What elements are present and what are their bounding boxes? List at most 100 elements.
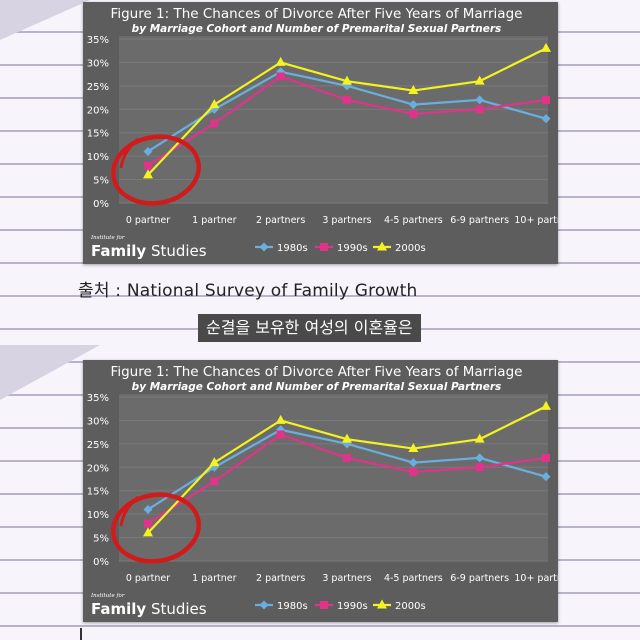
legend-entry-2000s: 2000s	[373, 599, 426, 612]
chart-title: Figure 1: The Chances of Divorce After F…	[111, 364, 523, 380]
x-tick-label: 3 partners	[322, 573, 371, 584]
data-point-1980s	[143, 504, 153, 514]
y-tick-label: 10%	[87, 152, 109, 163]
data-point-2000s	[541, 400, 551, 410]
series-1990s	[144, 72, 550, 170]
legend-label: 2000s	[395, 601, 426, 612]
chart-title: Figure 1: The Chances of Divorce After F…	[111, 6, 523, 22]
data-point-2000s	[408, 85, 419, 95]
brand-logo: Family Studies	[91, 242, 207, 260]
data-point-2000s	[541, 42, 551, 52]
plot-area	[119, 36, 548, 203]
data-point-1980s	[475, 95, 485, 105]
data-point-1990s	[276, 72, 285, 81]
legend-label: 2000s	[395, 243, 426, 254]
x-tick-label: 2 partners	[256, 215, 305, 226]
chart-card-bottom: Figure 1: The Chances of Divorce After F…	[83, 360, 558, 622]
legend-label: 1980s	[277, 601, 308, 612]
legend-entry-1980s: 1980s	[255, 242, 308, 254]
legend-swatch-marker	[377, 599, 387, 609]
y-tick-label: 5%	[93, 176, 109, 187]
data-point-1990s	[475, 105, 484, 114]
legend-swatch-marker	[320, 243, 328, 251]
series-2000s	[143, 400, 551, 537]
data-point-1980s	[541, 114, 551, 124]
y-tick-label: 15%	[87, 487, 109, 498]
data-point-1990s	[542, 453, 550, 462]
data-point-2000s	[408, 443, 419, 453]
red-circle-annotation-stroke	[119, 137, 139, 169]
data-point-1990s	[542, 95, 550, 104]
series-2000s	[143, 42, 551, 179]
chart-card-top: Figure 1: The Chances of Divorce After F…	[83, 2, 558, 264]
divorce-line-chart-bottom: Figure 1: The Chances of Divorce After F…	[87, 364, 558, 618]
x-tick-label: 3 partners	[322, 215, 371, 226]
legend-swatch-marker	[259, 600, 269, 610]
y-tick-label: 20%	[87, 105, 109, 116]
data-point-1990s	[210, 119, 219, 128]
red-circle-annotation	[111, 134, 201, 206]
data-point-1990s	[276, 430, 285, 439]
x-tick-label: 4-5 partners	[384, 215, 443, 226]
x-tick-label: 6-9 partners	[450, 215, 509, 226]
data-point-2000s	[342, 75, 352, 85]
data-point-2000s	[209, 457, 220, 467]
y-tick-label: 25%	[87, 440, 109, 451]
y-tick-label: 30%	[87, 58, 109, 69]
data-point-1980s	[475, 453, 485, 463]
x-tick-label: 1 partner	[192, 215, 236, 226]
data-point-1990s	[409, 467, 418, 476]
data-point-2000s	[143, 527, 153, 537]
data-point-1990s	[210, 477, 219, 486]
y-tick-label: 0%	[93, 199, 109, 210]
legend-entry-1980s: 1980s	[255, 600, 308, 612]
source-caption: 출처 : National Survey of Family Growth	[78, 281, 418, 301]
y-tick-label: 25%	[87, 82, 109, 93]
red-circle-annotation-stroke	[119, 495, 139, 527]
data-point-1980s	[408, 100, 418, 110]
series-1990s	[144, 430, 550, 528]
chart-subtitle: by Marriage Cohort and Number of Premari…	[132, 381, 502, 393]
data-point-2000s	[342, 433, 352, 443]
legend-label: 1980s	[277, 243, 308, 254]
section-label: 순결을 보유한 여성의 이혼율은	[198, 314, 421, 342]
data-point-1980s	[143, 146, 153, 156]
legend-entry-1990s: 1990s	[315, 601, 368, 612]
bottom-text-fragment	[80, 628, 94, 640]
legend-swatch-marker	[320, 601, 328, 609]
data-point-1980s	[408, 458, 418, 468]
y-tick-label: 15%	[87, 129, 109, 140]
brand-logo: Family Studies	[91, 600, 207, 618]
data-point-2000s	[275, 56, 286, 66]
data-point-1990s	[343, 453, 351, 462]
data-point-2000s	[474, 75, 485, 85]
paper-corner-fold	[0, 0, 90, 40]
data-point-1990s	[343, 95, 351, 104]
chart-subtitle: by Marriage Cohort and Number of Premari…	[132, 23, 502, 35]
x-tick-label: 1 partner	[192, 573, 236, 584]
y-tick-label: 0%	[93, 557, 109, 568]
legend-swatch-marker	[377, 241, 387, 251]
y-tick-label: 30%	[87, 416, 109, 427]
data-point-2000s	[275, 414, 286, 424]
plot-area	[119, 394, 548, 561]
y-tick-label: 5%	[93, 534, 109, 545]
red-circle-annotation	[111, 492, 201, 564]
data-point-2000s	[474, 433, 485, 443]
brand-small-text: Institute for	[90, 235, 125, 241]
brand-small-text: Institute for	[90, 593, 125, 599]
legend-entry-2000s: 2000s	[373, 241, 426, 254]
data-point-1990s	[475, 463, 484, 472]
data-point-1990s	[144, 519, 152, 528]
data-point-1990s	[144, 161, 152, 170]
x-tick-label: 0 partner	[126, 573, 170, 584]
x-tick-label: 4-5 partners	[384, 573, 443, 584]
y-tick-label: 35%	[87, 35, 109, 46]
x-tick-label: 10+ partners	[514, 215, 558, 226]
x-tick-label: 2 partners	[256, 573, 305, 584]
y-tick-label: 10%	[87, 510, 109, 521]
x-tick-label: 10+ partners	[514, 573, 558, 584]
data-point-1990s	[409, 109, 418, 118]
y-tick-label: 20%	[87, 463, 109, 474]
divorce-line-chart-top: Figure 1: The Chances of Divorce After F…	[87, 6, 558, 260]
